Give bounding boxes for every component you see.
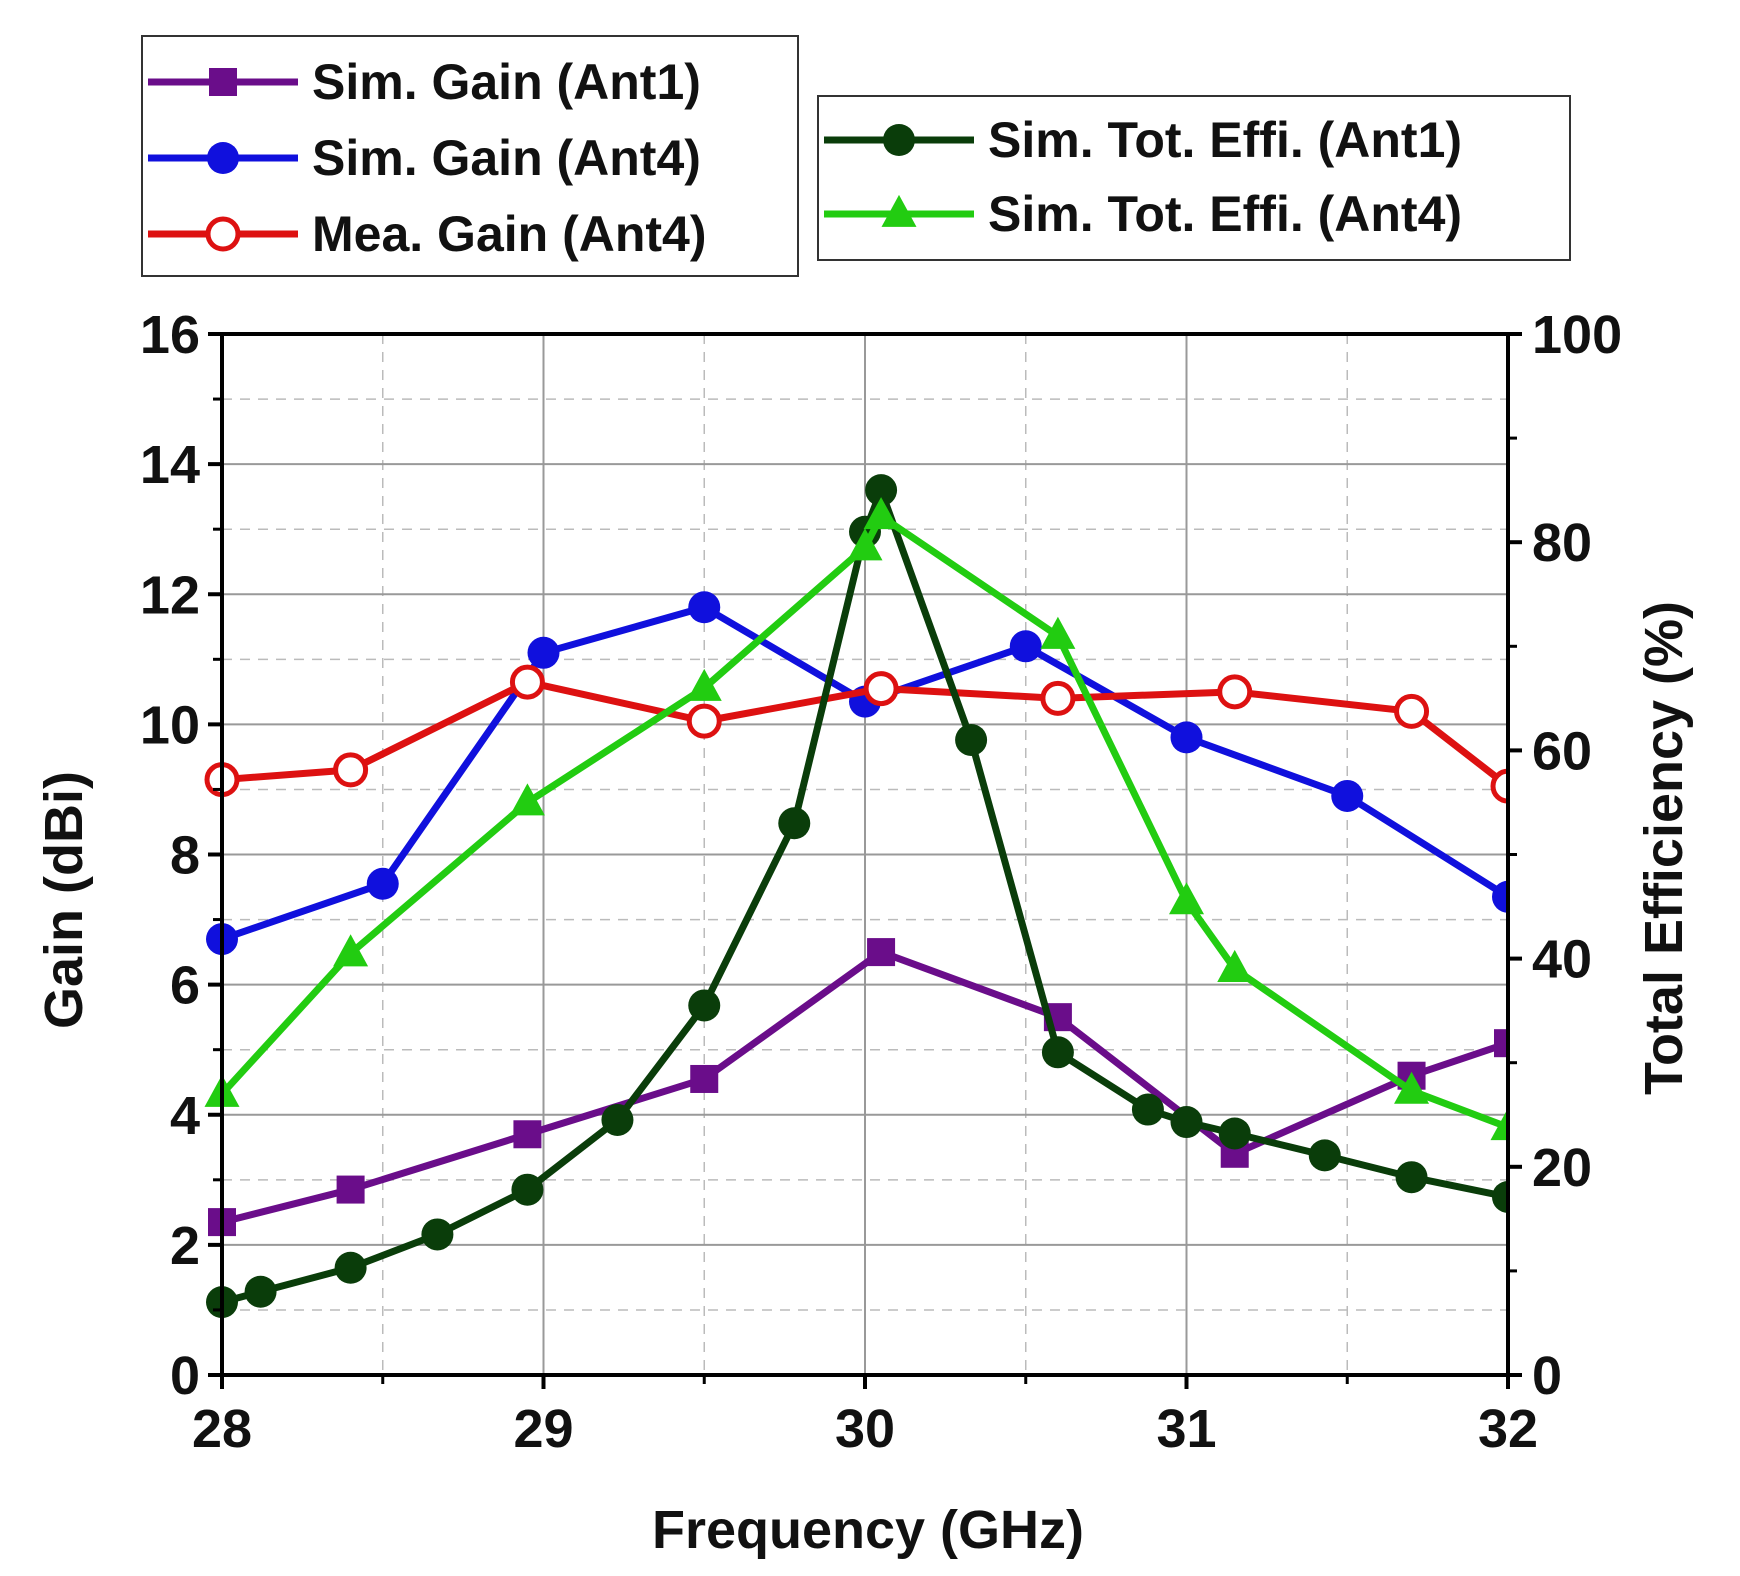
y-left-tick-label: 2 [170, 1216, 200, 1276]
legend-item: Sim. Tot. Effi. (Ant1) [824, 112, 1462, 168]
legend-label: Sim. Tot. Effi. (Ant1) [988, 112, 1462, 168]
legend-item: Sim. Tot. Effi. (Ant4) [824, 186, 1462, 242]
data-point [1494, 1029, 1508, 1058]
data-point [1395, 1161, 1428, 1194]
data-point [333, 752, 369, 788]
y-left-tick-label: 8 [170, 826, 200, 886]
legend-label: Sim. Tot. Effi. (Ant4) [988, 186, 1462, 242]
legend-item: Sim. Gain (Ant1) [148, 54, 701, 110]
y-right-tick-label: 20 [1532, 1138, 1592, 1198]
data-point [511, 1173, 544, 1206]
y-right-tick-label: 40 [1532, 930, 1592, 990]
data-point [865, 474, 898, 507]
series-2 [206, 591, 1508, 956]
y-left-tick-label: 0 [170, 1346, 200, 1406]
grid-lines [222, 334, 1508, 1375]
data-point [334, 1251, 367, 1284]
data-point [527, 636, 560, 669]
data-point [366, 867, 399, 900]
data-point [1169, 882, 1204, 915]
data-point [1492, 880, 1508, 913]
x-axis-title: Frequency (GHz) [652, 1500, 1084, 1560]
data-point [1492, 1180, 1508, 1213]
legend-label: Mea. Gain (Ant4) [312, 206, 706, 262]
legend-gain-series: Sim. Gain (Ant1) Sim. Gain (Ant4) Mea. Gai… [148, 54, 706, 262]
x-tick-label: 32 [1478, 1399, 1538, 1459]
y-left-tick-label: 12 [140, 565, 200, 625]
x-tick-label: 30 [835, 1399, 895, 1459]
y-axis-right-title: Total Efficiency (%) [1634, 601, 1694, 1095]
y-left-tick-label: 6 [170, 956, 200, 1016]
series-3 [204, 664, 1508, 804]
data-point [686, 668, 722, 701]
data-point [1131, 1093, 1164, 1126]
y-right-tick-label: 100 [1532, 305, 1622, 365]
data-point [867, 938, 896, 967]
data-point [1394, 693, 1430, 729]
data-point [1170, 1106, 1203, 1139]
data-point [1217, 674, 1253, 710]
data-point [1217, 949, 1253, 982]
data-point [1331, 779, 1364, 812]
data-point [333, 934, 369, 967]
data-point [1308, 1139, 1341, 1172]
y-right-tick-label: 0 [1532, 1346, 1562, 1406]
legend-label: Sim. Gain (Ant4) [312, 130, 701, 186]
series-5 [204, 497, 1508, 1141]
data-point [1490, 1108, 1508, 1141]
y-axis-left-title: Gain (dBi) [34, 771, 94, 1029]
data-point [509, 783, 545, 816]
series-layer [204, 474, 1508, 1319]
data-point [690, 1064, 719, 1093]
legend-marker [207, 142, 239, 174]
legend-item: Sim. Gain (Ant4) [148, 130, 701, 186]
data-point [1040, 680, 1076, 716]
legend-efficiency-series: Sim. Tot. Effi. (Ant1) Sim. Tot. Effi. (A… [824, 112, 1462, 242]
legend-marker [209, 68, 237, 96]
data-point [421, 1218, 454, 1251]
data-point [863, 671, 899, 707]
x-tick-label: 28 [192, 1399, 252, 1459]
data-point [778, 807, 811, 840]
data-point [513, 1120, 542, 1149]
legend-item: Mea. Gain (Ant4) [148, 206, 706, 262]
y-left-tick-label: 16 [140, 305, 200, 365]
data-point [1490, 768, 1508, 804]
data-point [863, 497, 899, 530]
data-point [244, 1275, 277, 1308]
data-point [688, 989, 721, 1022]
legend-marker [881, 194, 917, 227]
data-point [509, 664, 545, 700]
data-point [1040, 616, 1076, 649]
legend-box-efficiency [817, 95, 1571, 261]
data-point [336, 1175, 365, 1204]
data-point [686, 703, 722, 739]
legend-label: Sim. Gain (Ant1) [312, 54, 701, 110]
legend-marker [205, 216, 241, 252]
legend-marker [883, 124, 915, 156]
data-point [1218, 1117, 1251, 1150]
data-point [1170, 721, 1203, 754]
y-left-tick-label: 10 [140, 695, 200, 755]
data-point [1041, 1036, 1074, 1069]
y-right-tick-label: 80 [1532, 513, 1592, 573]
y-right-tick-label: 60 [1532, 721, 1592, 781]
data-point [847, 528, 883, 561]
data-point [955, 723, 988, 756]
x-tick-label: 29 [513, 1399, 573, 1459]
data-point [1394, 1071, 1430, 1104]
x-tick-label: 31 [1156, 1399, 1216, 1459]
data-point [688, 591, 721, 624]
data-point [1009, 630, 1042, 663]
data-point [601, 1103, 634, 1136]
y-left-tick-label: 14 [140, 435, 200, 495]
y-left-tick-label: 4 [170, 1086, 200, 1146]
